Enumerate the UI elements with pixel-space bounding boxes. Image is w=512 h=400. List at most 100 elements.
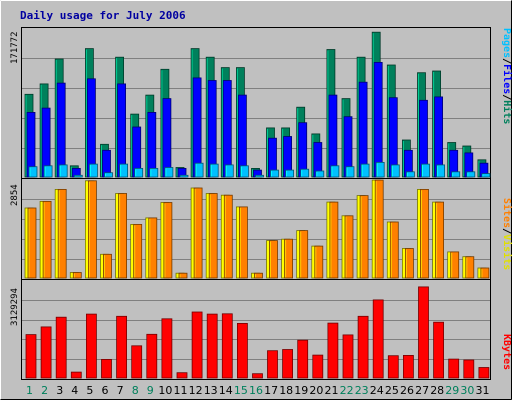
x-axis-day-labels: 1 2 3 4 5 6 7 8 9 10 11 12 13 14 15 16 17 18 19 20 21 22 23 24 2…: [26, 384, 490, 397]
day-label-21: 21: [325, 384, 339, 397]
side-legend-kbytes: KBytes: [501, 334, 512, 370]
day-label-11: 11: [174, 384, 188, 397]
ymax-label-kbytes: 3129294: [10, 288, 20, 326]
bar-kbytes-day-7: [116, 315, 127, 379]
bar-kbytes-day-4: [70, 371, 82, 379]
bar-kbytes-day-19: [297, 339, 309, 379]
bar-kbytes-day-8: [131, 345, 143, 379]
bar-pages-day-2: [43, 165, 53, 178]
bar-sites-day-2: [42, 200, 52, 279]
bar-kbytes-day-17: [267, 350, 278, 379]
day-label-23: 23: [355, 384, 369, 397]
day-label-6: 6: [102, 384, 109, 397]
bars-kbytes: [25, 286, 490, 379]
bar-pages-day-26: [405, 171, 415, 178]
bar-sites-day-11: [178, 272, 188, 279]
bar-sites-day-6: [103, 253, 112, 279]
bar-pages-day-11: [179, 174, 189, 178]
day-label-2: 2: [41, 384, 48, 397]
legend-separator: /: [501, 58, 512, 64]
day-label-14: 14: [219, 384, 233, 397]
bar-sites-day-1: [27, 207, 37, 279]
legend-hits: Hits: [501, 100, 512, 124]
bar-kbytes-day-3: [55, 316, 67, 379]
bar-kbytes-day-20: [312, 354, 324, 379]
bar-sites-day-15: [238, 206, 248, 279]
bar-pages-day-10: [164, 167, 174, 178]
day-label-24: 24: [370, 384, 384, 397]
bar-pages-day-31: [481, 173, 491, 178]
bar-pages-day-4: [73, 174, 83, 178]
day-label-25: 25: [385, 384, 399, 397]
bar-kbytes-day-13: [206, 313, 218, 379]
gridlines-hits-files-pages: [22, 58, 490, 149]
bar-kbytes-day-9: [146, 333, 158, 379]
legend-separator: /: [501, 228, 512, 234]
bar-pages-day-22: [345, 166, 355, 178]
side-legend-visits-sites: Sites/Visits: [501, 198, 512, 270]
bar-sites-day-3: [57, 188, 67, 279]
bar-pages-day-15: [239, 165, 249, 178]
bar-sites-day-4: [72, 272, 82, 279]
bar-pages-day-23: [360, 163, 370, 178]
bar-sites-day-5: [88, 180, 97, 279]
bar-pages-day-27: [421, 163, 430, 178]
day-label-26: 26: [400, 384, 414, 397]
day-label-30: 30: [460, 384, 474, 397]
day-label-16: 16: [249, 384, 263, 397]
bar-sites-day-20: [314, 245, 324, 279]
bar-sites-day-13: [208, 193, 218, 279]
bar-sites-day-29: [450, 251, 460, 279]
bar-pages-day-18: [285, 169, 295, 178]
bar-sites-day-10: [163, 202, 173, 279]
bar-pages-day-20: [315, 170, 325, 178]
bar-pages-day-7: [119, 163, 128, 178]
day-label-3: 3: [56, 384, 63, 397]
side-legend-hits-files-pages: Pages/Files/Hits: [501, 28, 512, 124]
bar-kbytes-day-28: [433, 321, 445, 379]
bar-kbytes-day-15: [236, 322, 248, 379]
bar-kbytes-day-11: [176, 372, 188, 379]
bar-pages-day-21: [330, 165, 340, 178]
bar-pages-day-5: [89, 163, 98, 178]
bar-sites-day-24: [374, 179, 384, 279]
day-label-12: 12: [189, 384, 203, 397]
bar-pages-day-24: [375, 161, 385, 178]
bar-pages-day-13: [209, 163, 219, 178]
bar-pages-day-3: [58, 164, 68, 178]
day-label-4: 4: [71, 384, 78, 397]
legend-files: Files: [501, 64, 512, 94]
day-label-7: 7: [117, 384, 124, 397]
legend-sites: Sites: [501, 198, 512, 228]
bar-kbytes-day-27: [418, 286, 429, 379]
bar-kbytes-day-30: [463, 359, 475, 379]
day-label-5: 5: [86, 384, 93, 397]
day-label-22: 22: [340, 384, 354, 397]
bar-pages-day-29: [451, 171, 461, 178]
ymax-label-hits-files-pages: 171772: [10, 31, 20, 64]
day-label-13: 13: [204, 384, 218, 397]
bar-sites-day-27: [420, 188, 429, 279]
ymax-label-visits-sites: 2854: [10, 184, 20, 206]
bar-kbytes-day-24: [372, 299, 384, 379]
bar-kbytes-day-25: [387, 355, 399, 379]
bar-sites-day-9: [148, 217, 158, 279]
bar-sites-day-26: [404, 248, 414, 279]
day-label-28: 28: [430, 384, 444, 397]
bar-sites-day-18: [284, 238, 294, 279]
legend-visits: Visits: [501, 234, 512, 270]
bar-pages-day-6: [104, 172, 113, 178]
bar-sites-day-14: [223, 194, 233, 279]
bar-kbytes-day-16: [252, 373, 263, 379]
bar-pages-day-19: [300, 168, 310, 178]
bar-kbytes-day-12: [191, 311, 203, 379]
bar-pages-day-28: [436, 164, 446, 178]
bar-pages-day-17: [270, 169, 279, 178]
bar-kbytes-day-21: [327, 322, 339, 379]
day-label-27: 27: [415, 384, 429, 397]
bar-sites-day-21: [329, 201, 339, 279]
bar-sites-day-19: [299, 230, 309, 279]
day-label-15: 15: [234, 384, 248, 397]
day-label-8: 8: [132, 384, 139, 397]
